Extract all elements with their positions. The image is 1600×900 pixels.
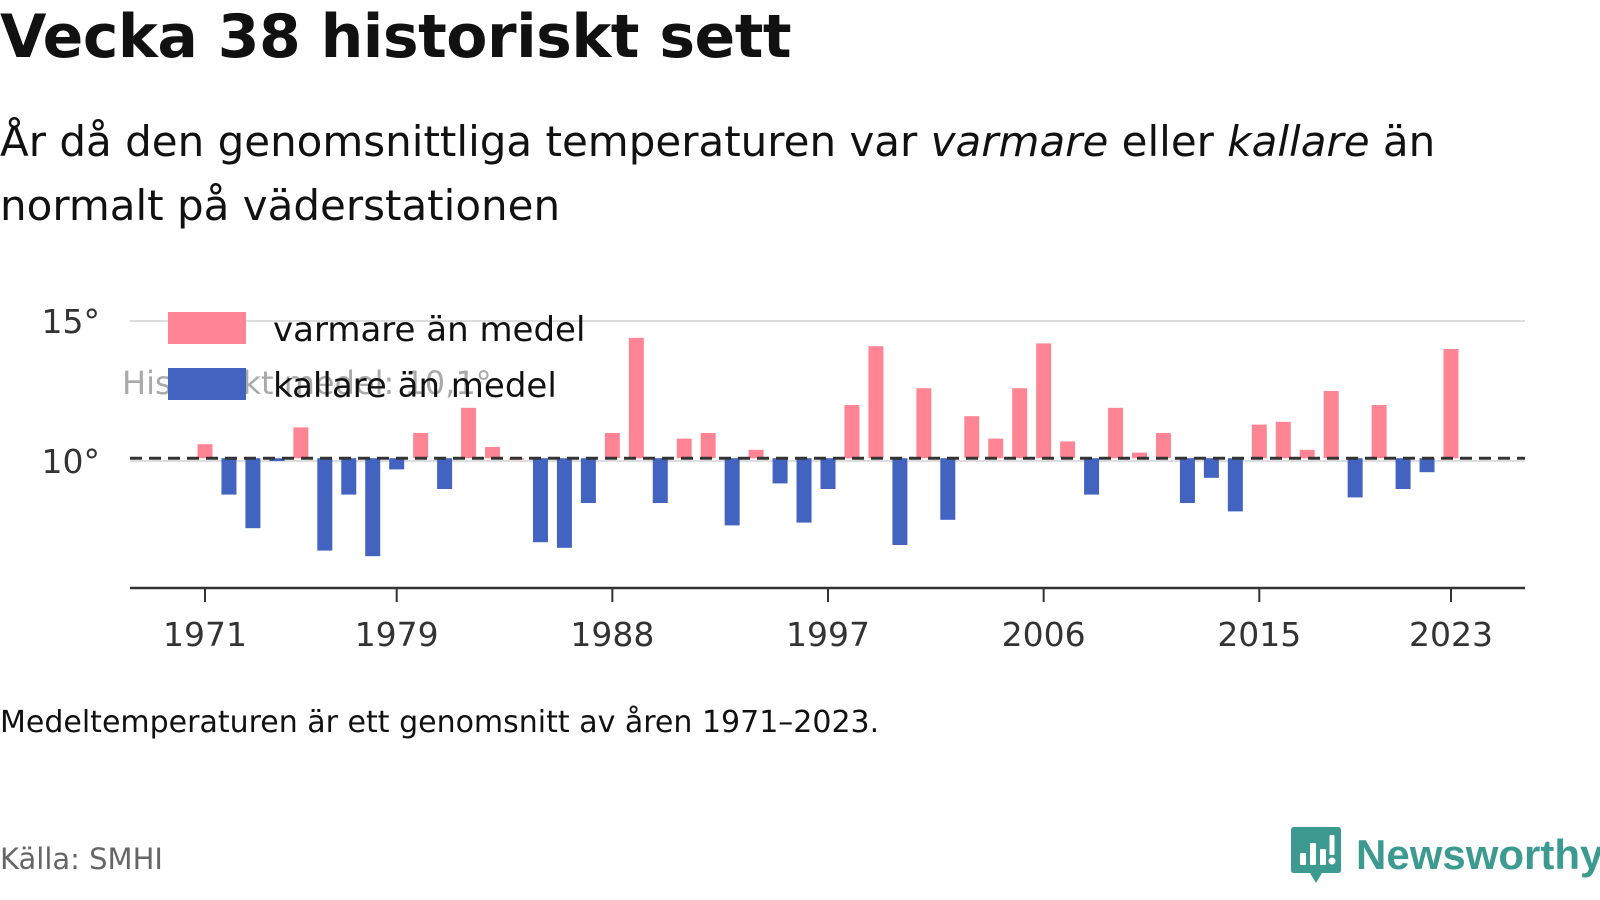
bar-2010 — [1132, 452, 1147, 459]
bar-1971 — [197, 444, 213, 459]
bar-1973 — [245, 458, 261, 529]
bar-2012 — [1179, 458, 1195, 503]
subtitle-text-1: År då den genomsnittliga temperaturen va… — [0, 117, 931, 166]
bar-2005 — [1012, 388, 1028, 459]
bar-1999 — [868, 346, 884, 459]
bar-1996 — [796, 458, 812, 523]
bar-2002 — [940, 458, 956, 520]
x-tick-label: 2006 — [1002, 615, 1086, 654]
subtitle-cold-word: kallare — [1227, 117, 1370, 166]
footnote: Medeltemperaturen är ett genomsnitt av å… — [0, 705, 880, 740]
x-tick-label: 2015 — [1217, 615, 1301, 654]
bar-2018 — [1323, 391, 1339, 459]
bar-1979 — [389, 458, 405, 470]
bar-1995 — [772, 458, 788, 484]
bar-chart-speech-bubble-icon — [1291, 827, 1341, 883]
temperature-bar-chart: 10°15°Historiskt medel: 10,1°1971 1979 198… — [42, 302, 1525, 654]
bar-2011 — [1155, 433, 1171, 459]
bar-1982 — [461, 407, 477, 459]
bar-1997 — [820, 458, 836, 489]
x-tick-label: 1997 — [786, 615, 870, 654]
x-tick-label: 2023 — [1409, 615, 1493, 654]
y-tick-label: 10° — [42, 442, 101, 481]
bar-1975 — [293, 427, 309, 459]
chart-subtitle: År då den genomsnittliga temperaturen va… — [0, 110, 1560, 238]
brand-logo[interactable]: Newsworthy — [1290, 825, 1600, 885]
bar-1981 — [437, 458, 453, 489]
bar-1983 — [485, 447, 501, 459]
bar-1990 — [652, 458, 668, 503]
bar-2017 — [1299, 449, 1315, 459]
subtitle-text-3: än normalt på väderstationen — [0, 117, 1436, 230]
y-tick-label: 15° — [42, 302, 101, 341]
bar-1991 — [676, 438, 692, 459]
bar-2007 — [1060, 441, 1076, 459]
bar-1993 — [724, 458, 740, 526]
x-tick-label: 1971 — [163, 615, 247, 654]
bar-2022 — [1419, 458, 1435, 473]
legend-label-1: kallare än medel — [273, 366, 557, 406]
x-tick-label: 1988 — [570, 615, 654, 654]
bar-1972 — [221, 458, 237, 495]
source-credit: Källa: SMHI — [0, 842, 163, 876]
bar-1986 — [556, 458, 572, 548]
bar-2016 — [1275, 421, 1291, 459]
bar-1994 — [748, 449, 764, 459]
bar-1989 — [628, 337, 644, 459]
legend-swatch-1 — [168, 368, 246, 400]
bar-2015 — [1251, 424, 1267, 459]
bar-2013 — [1203, 458, 1219, 478]
brand-name: Newsworthy — [1356, 831, 1600, 878]
bar-1977 — [341, 458, 357, 495]
bar-1998 — [844, 405, 860, 459]
bar-1987 — [580, 458, 596, 503]
bar-2023 — [1443, 349, 1459, 459]
legend-label-0: varmare än medel — [273, 310, 585, 350]
bar-1988 — [604, 433, 620, 459]
bar-2019 — [1347, 458, 1363, 498]
bar-1992 — [700, 433, 716, 459]
bar-2001 — [916, 388, 932, 459]
bar-1985 — [532, 458, 548, 543]
bar-1976 — [317, 458, 333, 551]
bar-1980 — [413, 433, 429, 459]
bar-2003 — [964, 416, 980, 459]
bar-2020 — [1371, 405, 1387, 459]
bar-1974 — [269, 458, 285, 461]
subtitle-warm-word: varmare — [930, 117, 1109, 166]
bar-2006 — [1036, 343, 1052, 459]
page-title: Vecka 38 historiskt sett — [0, 2, 792, 72]
bar-2009 — [1108, 407, 1124, 459]
subtitle-text-2: eller — [1108, 117, 1228, 166]
bar-2021 — [1395, 458, 1411, 489]
legend-swatch-0 — [168, 312, 246, 344]
bar-1978 — [365, 458, 381, 557]
bar-2008 — [1084, 458, 1100, 495]
x-tick-label: 1979 — [355, 615, 439, 654]
bar-2014 — [1227, 458, 1243, 512]
bar-2004 — [988, 438, 1004, 459]
bar-2000 — [892, 458, 908, 545]
